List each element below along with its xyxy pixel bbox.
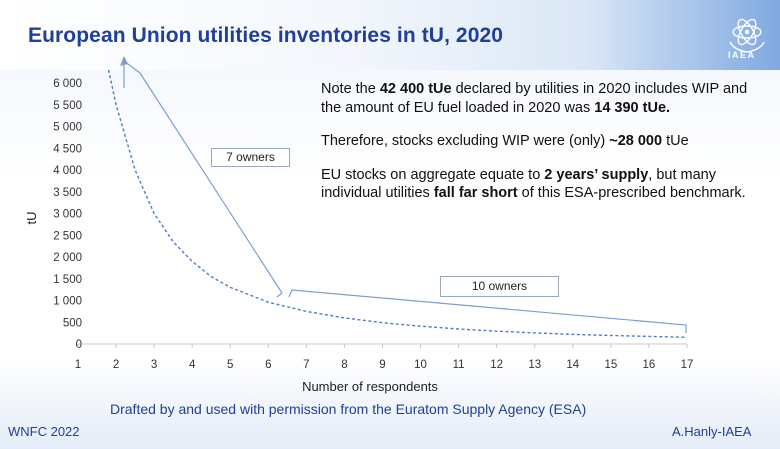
y-axis-label: tU <box>24 212 39 225</box>
y-tick-label: 2 500 <box>53 230 82 242</box>
x-tick-label: 4 <box>189 359 196 371</box>
x-axis-label: Number of respondents <box>302 379 438 394</box>
x-tick-label: 12 <box>490 359 503 371</box>
series-line <box>107 69 688 338</box>
owners-7-bracket <box>276 292 283 298</box>
footer-author: A.Hanly-IAEA <box>672 424 752 439</box>
note-text: Note the 42 400 tUe declared by utilitie… <box>321 80 751 218</box>
x-tick-label: 10 <box>414 359 427 371</box>
y-tick-label: 4 000 <box>53 165 82 177</box>
x-tick-label: 14 <box>566 359 579 371</box>
x-tick-label: 1 <box>75 359 81 371</box>
logo-text: IAEA <box>728 50 756 60</box>
y-tick-label: 500 <box>63 317 82 329</box>
y-tick-label: 3 000 <box>53 209 82 221</box>
owners-7-bracket <box>139 72 283 294</box>
slide-title: European Union utilities inventories in … <box>28 24 504 47</box>
y-tick-label: 4 500 <box>53 143 82 155</box>
y-tick-label: 1 000 <box>53 296 82 308</box>
x-tick-label: 16 <box>643 359 656 371</box>
x-tick-label: 13 <box>528 359 541 371</box>
header-band <box>0 0 780 70</box>
iaea-atom-logo-icon <box>729 18 765 53</box>
x-tick-label: 5 <box>227 359 233 371</box>
x-tick-label: 3 <box>151 359 157 371</box>
x-tick-label: 6 <box>265 359 271 371</box>
note-paragraph-1: Note the 42 400 tUe declared by utilitie… <box>321 81 748 116</box>
x-tick-label: 9 <box>379 359 385 371</box>
x-tick-label: 15 <box>604 359 617 371</box>
y-tick-label: 3 500 <box>53 187 82 199</box>
y-tick-label: 5 500 <box>53 100 82 112</box>
y-tick-label: 0 <box>76 339 82 351</box>
footer-credit: Drafted by and used with permission from… <box>110 401 587 417</box>
footer-event: WNFC 2022 <box>8 424 80 439</box>
y-tick-label: 6 000 <box>53 78 82 90</box>
y-tick-label: 2 000 <box>53 252 82 264</box>
callout-10-owners: 10 owners <box>440 276 559 297</box>
x-tick-label: 8 <box>341 359 347 371</box>
note-paragraph-3: EU stocks on aggregate equate to 2 years… <box>321 166 746 202</box>
y-tick-label: 1 500 <box>53 274 82 286</box>
x-tick-label: 7 <box>303 359 309 371</box>
x-tick-label: 2 <box>113 359 119 371</box>
owners-10-bracket <box>288 289 687 333</box>
y-tick-label: 5 000 <box>53 122 82 134</box>
x-tick-label: 11 <box>453 359 465 371</box>
note-paragraph-2: Therefore, stocks excluding WIP were (on… <box>321 133 689 149</box>
callout-7-owners: 7 owners <box>211 148 290 167</box>
x-tick-label: 17 <box>681 359 694 371</box>
